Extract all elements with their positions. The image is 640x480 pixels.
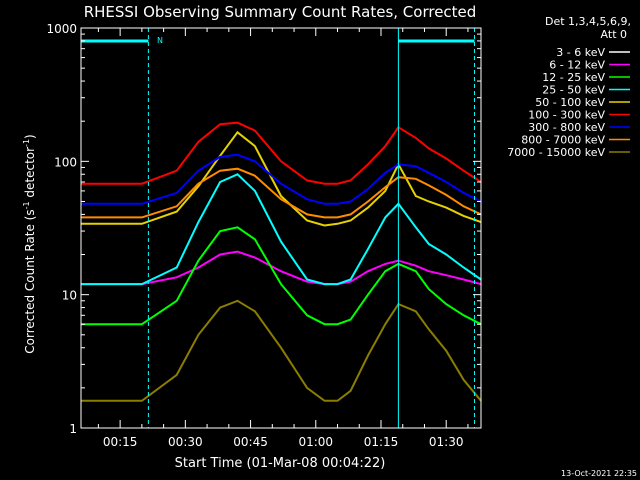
legend-label-50-100-kev: 50 - 100 keV bbox=[535, 96, 605, 109]
legend-label-12-25-kev: 12 - 25 keV bbox=[542, 71, 605, 84]
legend-label-7000-15000-kev: 7000 - 15000 keV bbox=[507, 146, 605, 159]
series-line-800-7000-kev bbox=[81, 167, 482, 219]
x-tick-label-45: 00:45 bbox=[233, 435, 268, 449]
legend-label-3-6-kev: 3 - 6 keV bbox=[556, 46, 605, 59]
legend-label-100-300-kev: 100 - 300 keV bbox=[528, 109, 605, 122]
series-line-7000-15000-kev bbox=[81, 299, 482, 402]
x-tick-label-30: 00:30 bbox=[168, 435, 203, 449]
y-tick-label-1: 1 bbox=[69, 422, 77, 436]
y-axis-label-sup2: -1 bbox=[22, 139, 31, 147]
y-axis-label-main: Corrected Count Rate (s bbox=[23, 209, 37, 353]
x-axis-label: Start Time (01-Mar-08 00:04:22) bbox=[175, 456, 386, 471]
series-line-300-800-kev bbox=[81, 153, 482, 205]
y-axis-label: Corrected Count Rate (s-1 detector-1) bbox=[22, 134, 37, 353]
x-tick-label-75: 01:15 bbox=[364, 435, 399, 449]
legend-label-6-12-kev: 6 - 12 keV bbox=[549, 59, 605, 72]
y-axis-label-sup1: -1 bbox=[22, 201, 31, 209]
y-axis-label-end: ) bbox=[23, 134, 37, 139]
series-line-100-300-kev bbox=[81, 121, 482, 185]
series-layer bbox=[81, 121, 482, 402]
y-tick-label-1000: 1000 bbox=[46, 22, 77, 36]
x-tick-label-60: 01:00 bbox=[298, 435, 333, 449]
legend-header-line-1: Det 1,3,4,5,6,9, bbox=[545, 15, 631, 28]
series-line-12-25-kev bbox=[81, 226, 482, 326]
y-axis-label-mid: detector bbox=[23, 147, 37, 202]
legend-label-800-7000-kev: 800 - 7000 keV bbox=[521, 134, 605, 147]
legend-header-line-2: Att 0 bbox=[601, 28, 627, 41]
x-tick-label-15: 00:15 bbox=[103, 435, 138, 449]
legend-label-300-800-kev: 300 - 800 keV bbox=[528, 121, 605, 134]
legend-label-25-50-kev: 25 - 50 keV bbox=[542, 84, 605, 97]
annotation-marker: N bbox=[157, 36, 163, 45]
chart-title: RHESSI Observing Summary Count Rates, Co… bbox=[84, 3, 477, 21]
plot-frame bbox=[80, 27, 482, 429]
series-line-3-6-kev bbox=[81, 282, 482, 381]
y-tick-label-10: 10 bbox=[62, 289, 77, 303]
y-tick-label-100: 100 bbox=[54, 155, 77, 169]
timestamp: 13-Oct-2021 22:35 bbox=[561, 469, 637, 478]
series-line-25-50-kev bbox=[81, 173, 482, 286]
axis-layer: 1 10 100 1000 00:15 00:30 00:45 01:00 01:15 01:30 bbox=[46, 22, 482, 449]
x-tick-label-90: 01:30 bbox=[429, 435, 464, 449]
